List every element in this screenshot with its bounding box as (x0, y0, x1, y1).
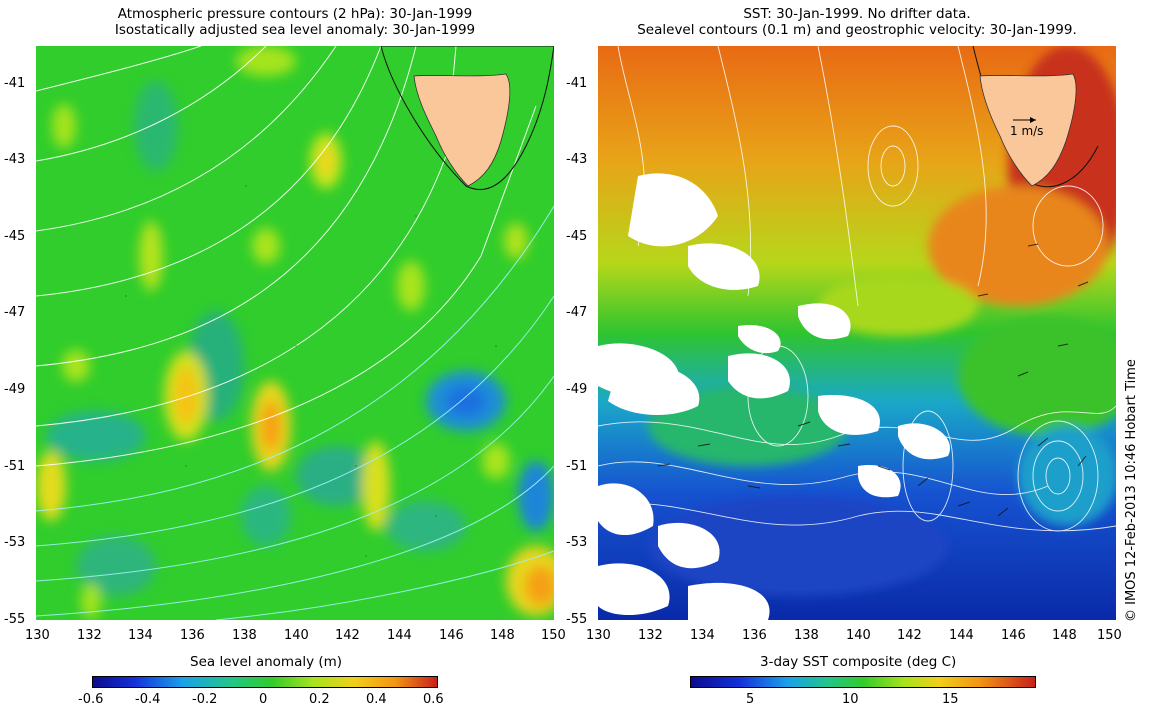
colorbar-tick: 10 (842, 692, 859, 707)
y-tick: -49 (566, 382, 588, 397)
colorbar-tick: -0.6 (78, 692, 104, 707)
right-title-line2: Sealevel contours (0.1 m) and geostrophi… (637, 22, 1077, 38)
sea-level-colorbar (92, 676, 438, 688)
y-tick: -41 (4, 76, 26, 91)
x-tick: 132 (638, 628, 663, 643)
tasmania-landmass (380, 46, 554, 191)
colorbar-tick: -0.4 (135, 692, 161, 707)
x-tick: 146 (1001, 628, 1026, 643)
velocity-scale-label: 1 m/s (1010, 124, 1044, 138)
x-tick: 150 (1097, 628, 1122, 643)
x-tick: 130 (586, 628, 611, 643)
colorbar-tick: 15 (942, 692, 959, 707)
x-tick: 134 (690, 628, 715, 643)
sst-map: 1 m/s (598, 46, 1116, 620)
x-tick: 144 (949, 628, 974, 643)
sst-colorbar (690, 676, 1036, 688)
x-tick: 138 (794, 628, 819, 643)
y-tick: -47 (566, 305, 588, 320)
x-tick: 130 (25, 628, 50, 643)
y-tick: -49 (4, 382, 26, 397)
sea-level-anomaly-map (36, 46, 554, 620)
y-tick: -53 (4, 535, 26, 550)
y-tick: -47 (4, 305, 26, 320)
colorbar-tick: 0 (259, 692, 268, 707)
x-tick: 142 (897, 628, 922, 643)
y-tick: -41 (566, 76, 588, 91)
left-title-line1: Atmospheric pressure contours (2 hPa): 3… (117, 6, 473, 22)
x-tick: 134 (128, 628, 153, 643)
y-tick: -43 (4, 152, 26, 167)
colorbar-tick: 5 (746, 692, 755, 707)
tasmania-landmass-sst (972, 46, 1099, 188)
x-tick: 144 (387, 628, 412, 643)
x-tick: 140 (284, 628, 309, 643)
colorbar-tick: 0.2 (309, 692, 330, 707)
x-tick: 140 (846, 628, 871, 643)
y-tick: -53 (566, 535, 588, 550)
y-tick: -51 (4, 459, 26, 474)
x-tick: 150 (541, 628, 566, 643)
x-tick: 148 (1052, 628, 1077, 643)
x-tick: 148 (490, 628, 515, 643)
x-tick: 136 (180, 628, 205, 643)
x-tick: 136 (742, 628, 767, 643)
x-tick: 132 (77, 628, 102, 643)
imos-credit: © IMOS 12-Feb-2013 10:46 Hobart Time (1124, 359, 1139, 622)
right-title-line1: SST: 30-Jan-1999. No drifter data. (743, 6, 971, 22)
left-colorbar-label: Sea level anomaly (m) (190, 654, 343, 670)
colorbar-tick: 0.4 (366, 692, 387, 707)
y-tick: -45 (4, 229, 26, 244)
colorbar-tick: 0.6 (423, 692, 444, 707)
y-tick: -45 (566, 229, 588, 244)
x-tick: 146 (439, 628, 464, 643)
x-tick: 138 (232, 628, 257, 643)
right-colorbar-label: 3-day SST composite (deg C) (760, 654, 957, 670)
y-tick: -51 (566, 459, 588, 474)
y-tick: -43 (566, 152, 588, 167)
y-tick: -55 (4, 612, 26, 627)
colorbar-tick: -0.2 (192, 692, 218, 707)
y-tick: -55 (566, 612, 588, 627)
left-title-line2: Isostatically adjusted sea level anomaly… (114, 22, 476, 38)
x-tick: 142 (335, 628, 360, 643)
